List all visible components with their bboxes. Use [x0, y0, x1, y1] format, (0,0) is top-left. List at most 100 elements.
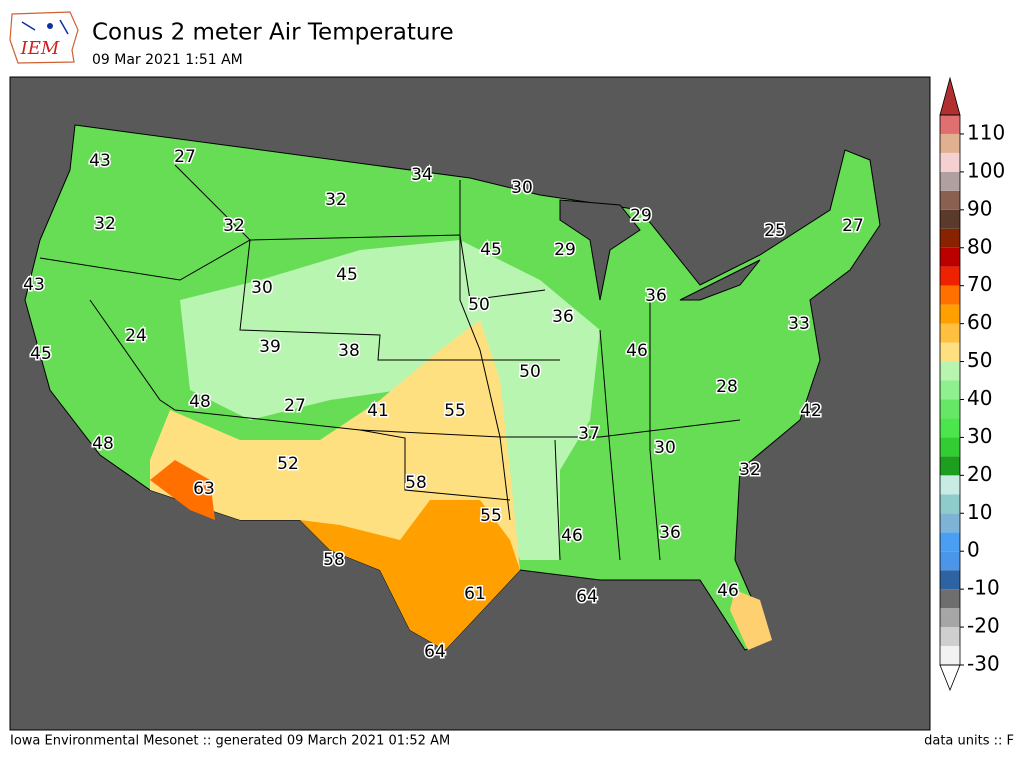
colorbar-band — [940, 494, 960, 514]
station-value: 32 — [223, 216, 245, 236]
station-value: 32 — [325, 190, 347, 210]
station-value: 32 — [739, 460, 761, 480]
station-value: 27 — [174, 147, 196, 167]
colorbar-band — [940, 190, 960, 210]
station-value: 29 — [554, 240, 576, 260]
station-value: 30 — [654, 438, 676, 458]
colorbar: -30 -20 -10 0 10 20 30 40 50 60 70 80 90 100 110 — [939, 76, 1005, 692]
station-value: 29 — [630, 206, 652, 226]
station-value: 63 — [193, 479, 215, 499]
station-value: 48 — [92, 434, 114, 454]
colorbar-tick-label: 70 — [967, 272, 992, 296]
station-value: 27 — [842, 216, 864, 236]
colorbar-tick-label: 30 — [967, 424, 992, 448]
subtitle: 09 Mar 2021 1:51 AM — [92, 52, 243, 68]
station-value: 45 — [480, 240, 502, 260]
colorbar-tick-label: 50 — [967, 348, 992, 372]
colorbar-band — [940, 115, 960, 134]
colorbar-band — [940, 171, 960, 191]
colorbar-tick-label: 110 — [967, 120, 1005, 144]
footer-right: data units :: F — [924, 734, 1014, 749]
map — [9, 76, 931, 731]
colorbar-band — [940, 570, 960, 590]
station-value: 30 — [251, 278, 273, 298]
station-value: 48 — [189, 392, 211, 412]
colorbar-band — [940, 589, 960, 609]
station-value: 34 — [411, 165, 433, 185]
colorbar-tick-label: -10 — [967, 576, 1000, 600]
colorbar-band — [940, 380, 960, 400]
colorbar-band — [940, 152, 960, 172]
station-value: 27 — [284, 396, 306, 416]
footer-left: Iowa Environmental Mesonet :: generated … — [10, 734, 450, 749]
colorbar-band — [940, 342, 960, 362]
station-value: 55 — [480, 506, 502, 526]
colorbar-band — [940, 627, 960, 647]
station-value: 36 — [645, 286, 667, 306]
colorbar-band — [940, 285, 960, 305]
florida-warm — [730, 590, 772, 650]
station-value: 36 — [659, 523, 681, 543]
colorbar-band — [940, 228, 960, 248]
station-value: 37 — [578, 424, 600, 444]
colorbar-band — [940, 456, 960, 476]
station-value: 42 — [800, 401, 822, 421]
station-labels: 43 27 34 30 32 29 32 32 25 27 45 29 43 30 45 36 50 36 33 24… — [22, 146, 866, 664]
colorbar-band — [940, 133, 960, 153]
station-value: 38 — [338, 341, 360, 361]
station-value: 25 — [764, 221, 786, 241]
colorbar-tick-label: 90 — [967, 196, 992, 220]
station-value: 45 — [30, 344, 52, 364]
hot-zone — [300, 500, 520, 650]
colorbar-band — [940, 532, 960, 552]
colorbar-tick-label: -20 — [967, 614, 1000, 638]
colorbar-tick-label: 0 — [967, 538, 980, 562]
station-value: 46 — [561, 526, 583, 546]
colorbar-band — [940, 304, 960, 324]
station-value: 58 — [405, 473, 427, 493]
station-value: 64 — [424, 642, 446, 662]
colorbar-tick-label: 100 — [967, 158, 1005, 182]
station-value: 58 — [323, 550, 345, 570]
colorbar-band — [940, 437, 960, 457]
station-value: 55 — [444, 401, 466, 421]
station-value: 52 — [277, 454, 299, 474]
station-value: 32 — [94, 214, 116, 234]
station-value: 36 — [552, 307, 574, 327]
colorbar-band — [940, 551, 960, 571]
station-value: 50 — [519, 362, 541, 382]
station-value: 28 — [716, 377, 738, 397]
station-value: 43 — [23, 275, 45, 295]
station-value: 46 — [626, 341, 648, 361]
state-lines — [39, 164, 741, 561]
station-value: 39 — [259, 337, 281, 357]
colorbar-band — [940, 361, 960, 381]
title: Conus 2 meter Air Temperature — [92, 20, 454, 46]
colorbar-tick-label: 10 — [967, 500, 992, 524]
station-value: 30 — [511, 178, 533, 198]
station-value: 24 — [125, 326, 147, 346]
colorbar-tick-label: 60 — [967, 310, 992, 334]
colorbar-band — [940, 266, 960, 286]
colorbar-band — [940, 646, 960, 665]
station-value: 33 — [788, 314, 810, 334]
station-value: 46 — [717, 581, 739, 601]
station-value: 61 — [464, 584, 486, 604]
colorbar-band — [940, 608, 960, 628]
station-value: 50 — [468, 295, 490, 315]
colorbar-band — [940, 209, 960, 229]
colorbar-tick-label: 80 — [967, 234, 992, 258]
colorbar-band — [940, 418, 960, 438]
station-value: 45 — [336, 265, 358, 285]
colorbar-outline — [939, 114, 961, 666]
colorbar-band — [940, 475, 960, 495]
colorbar-tick-label: 40 — [967, 386, 992, 410]
logo-text: IEM — [20, 38, 60, 59]
station-value: 64 — [576, 587, 598, 607]
colorbar-band — [940, 323, 960, 343]
lake-erie — [679, 259, 761, 301]
colorbar-band — [940, 513, 960, 533]
logo: IEM — [9, 11, 79, 64]
station-value: 43 — [89, 151, 111, 171]
colorbar-band — [940, 247, 960, 267]
